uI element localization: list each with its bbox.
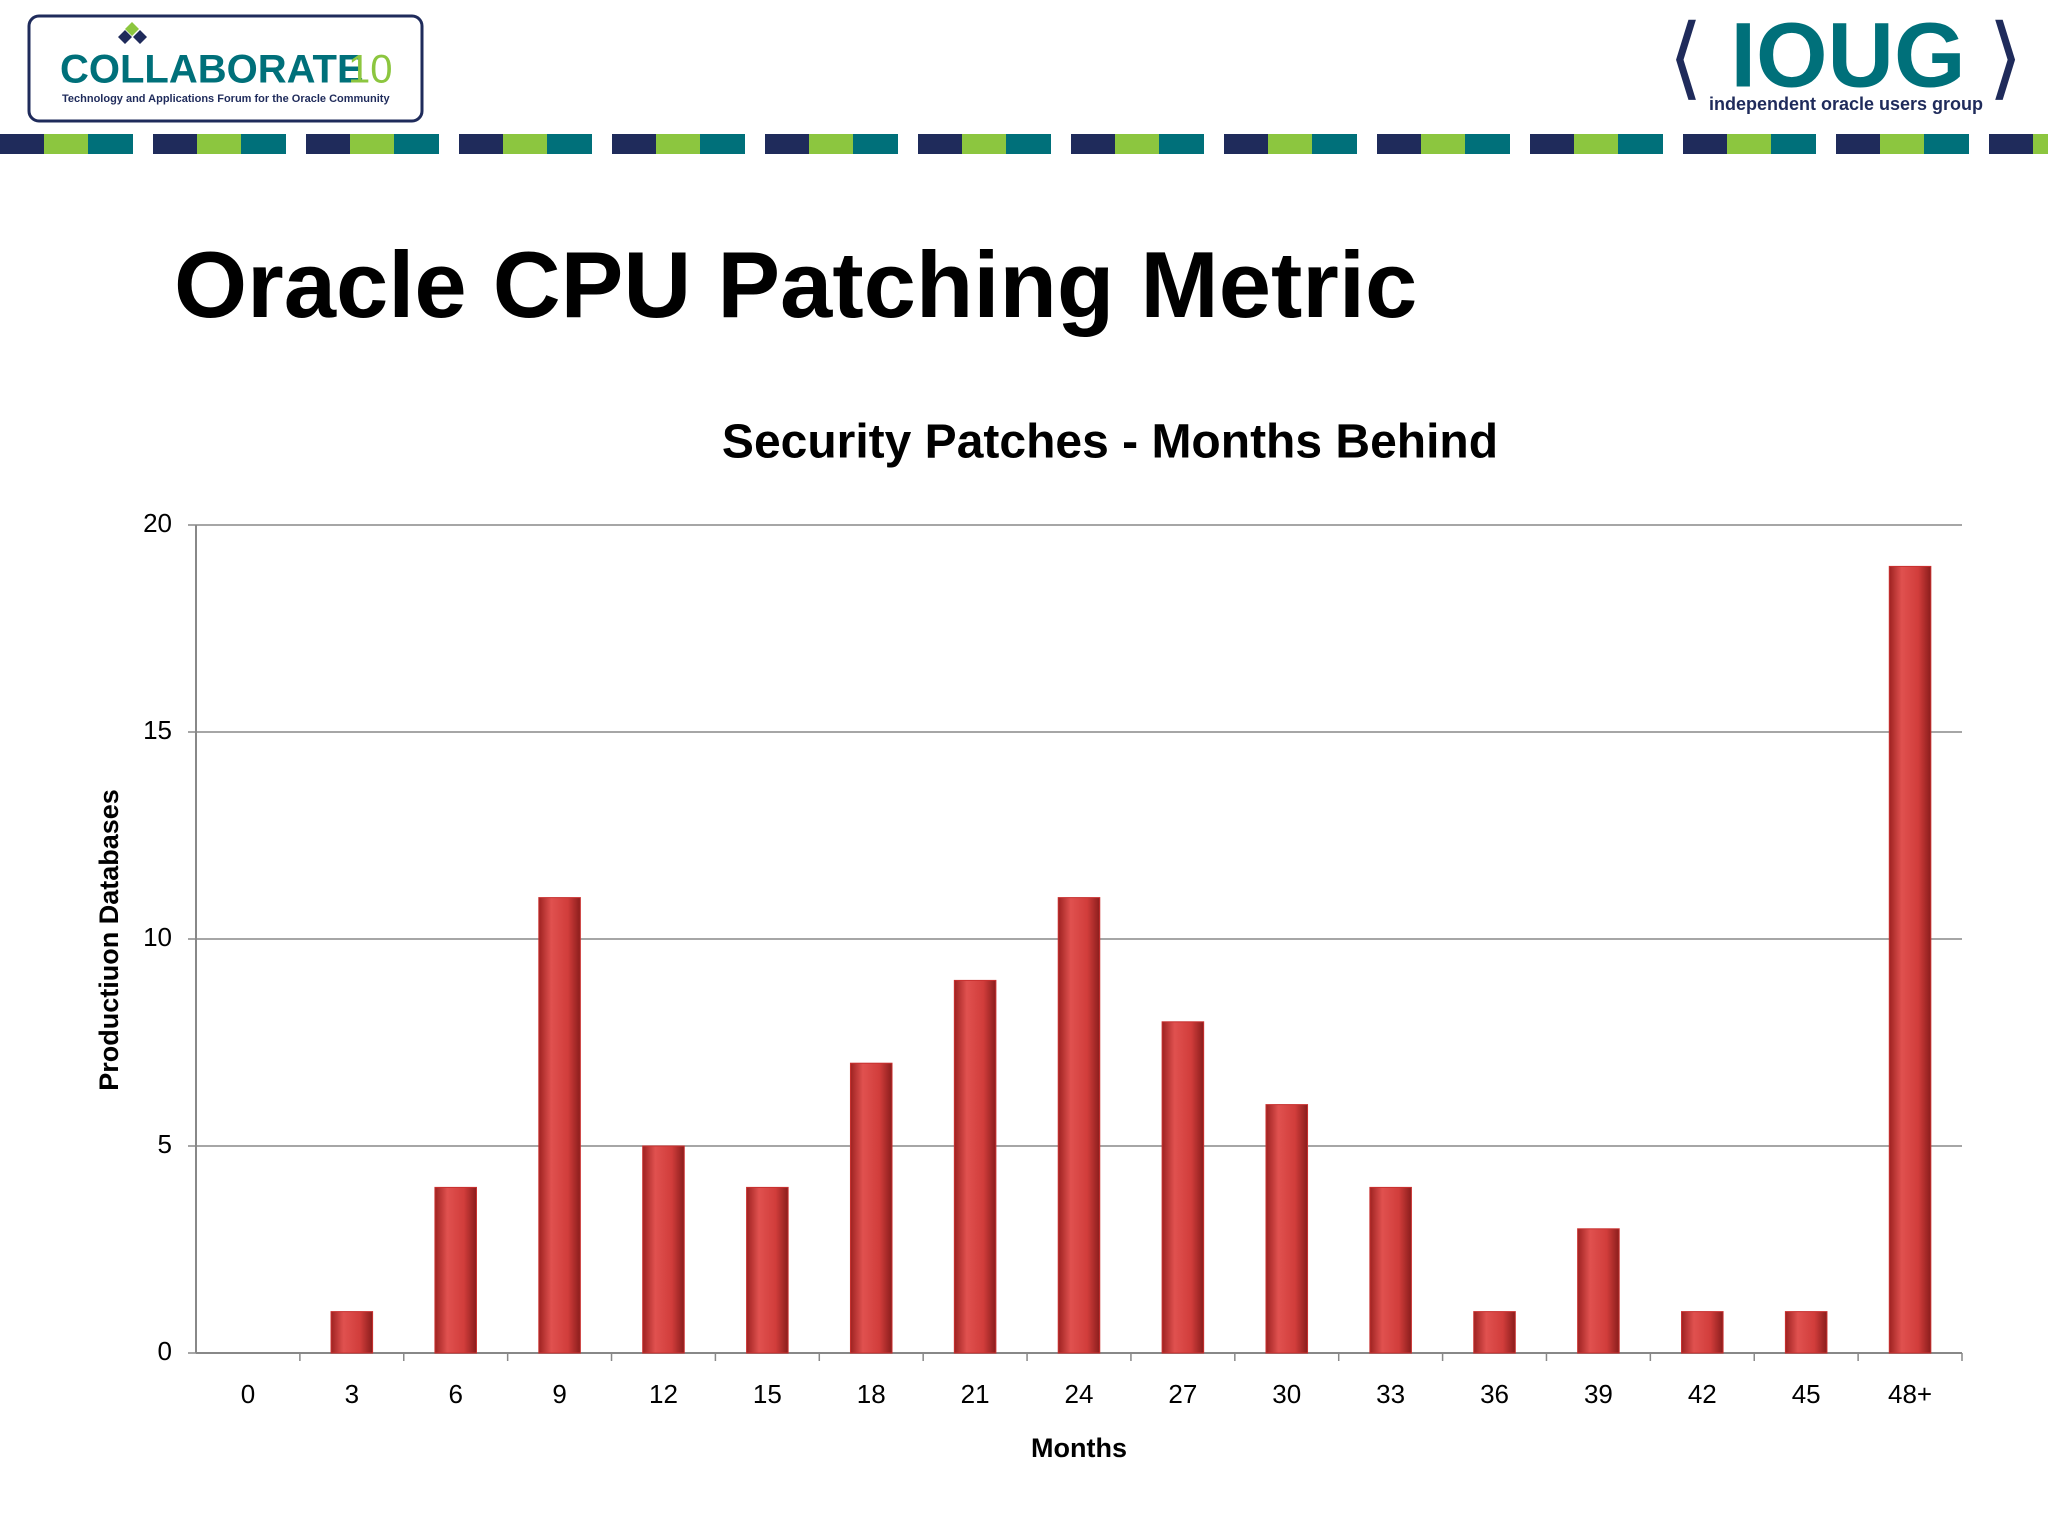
bar <box>849 1062 893 1354</box>
ioug-name: IOUG <box>1730 4 1965 106</box>
logo-tagline: Technology and Applications Forum for th… <box>62 93 390 105</box>
bar <box>538 897 581 1354</box>
bar <box>330 1311 374 1354</box>
slide-title: Oracle CPU Patching Metric <box>174 232 1417 337</box>
bar <box>1473 1311 1516 1354</box>
bar <box>1577 1228 1620 1354</box>
x-tick-label: 48+ <box>1888 1379 1932 1409</box>
logo-bracket: ⟩ <box>1988 8 2023 108</box>
x-tick-label: 42 <box>1688 1379 1717 1409</box>
x-tick-label: 36 <box>1480 1379 1509 1409</box>
x-tick-label: 45 <box>1792 1379 1821 1409</box>
x-tick-label: 24 <box>1065 1379 1094 1409</box>
logo-diamonds <box>118 30 147 44</box>
x-tick-label: 3 <box>345 1379 359 1409</box>
x-tick-label: 12 <box>649 1379 678 1409</box>
bar <box>1888 565 1932 1354</box>
x-tick-label: 18 <box>857 1379 886 1409</box>
bar <box>1784 1311 1828 1354</box>
left-logo-frame <box>27 14 424 123</box>
x-tick-label: 33 <box>1376 1379 1405 1409</box>
y-axis-title: Productiuon Databases <box>94 789 124 1091</box>
y-tick-label: 5 <box>158 1129 172 1159</box>
x-tick-label: 21 <box>961 1379 990 1409</box>
bar <box>1369 1186 1412 1354</box>
bar <box>1681 1311 1724 1354</box>
bar <box>1161 1021 1205 1354</box>
bar <box>1057 897 1101 1354</box>
x-tick-label: 30 <box>1272 1379 1301 1409</box>
ioug-tagline: independent oracle users group <box>1709 94 1983 114</box>
x-tick-label: 6 <box>448 1379 462 1409</box>
x-tick-label: 39 <box>1584 1379 1613 1409</box>
logo-name: COLLABORATE <box>60 48 364 92</box>
chart: Security Patches - Months Behind Months … <box>94 416 1963 1463</box>
x-axis-title: Months <box>1031 1433 1127 1463</box>
logo-diamond <box>125 22 139 36</box>
bar <box>746 1186 789 1354</box>
bar <box>642 1145 685 1354</box>
x-tick-label: 15 <box>753 1379 782 1409</box>
bar <box>953 979 997 1354</box>
logo-bracket: ⟨ <box>1668 8 1703 108</box>
y-tick-label: 0 <box>158 1336 172 1366</box>
x-tick-label: 27 <box>1168 1379 1197 1409</box>
x-tick-label: 9 <box>552 1379 566 1409</box>
header-stripe <box>0 134 2048 154</box>
x-tick-label: 0 <box>241 1379 255 1409</box>
y-tick-label: 20 <box>143 508 172 538</box>
bar <box>434 1186 477 1354</box>
y-tick-label: 10 <box>143 922 172 952</box>
y-tick-label: 15 <box>143 715 172 745</box>
bar <box>1265 1104 1309 1354</box>
chart-title: Security Patches - Months Behind <box>722 416 1498 469</box>
logo-edition: 10 <box>348 48 393 92</box>
